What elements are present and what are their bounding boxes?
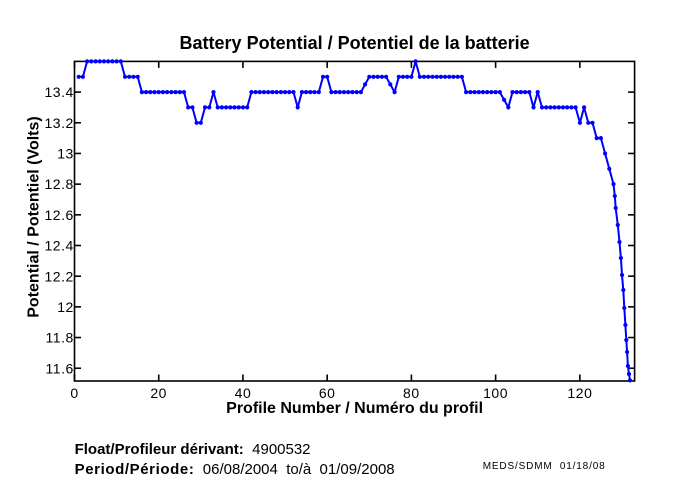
svg-text:40: 40: [235, 385, 252, 401]
svg-text:12.8: 12.8: [44, 176, 73, 192]
svg-text:13: 13: [57, 146, 74, 162]
svg-text:100: 100: [483, 385, 508, 401]
svg-text:20: 20: [150, 385, 167, 401]
svg-text:60: 60: [319, 385, 336, 401]
svg-text:11.8: 11.8: [45, 330, 73, 346]
svg-text:13.2: 13.2: [44, 115, 73, 131]
svg-text:11.6: 11.6: [45, 360, 73, 376]
svg-text:13.4: 13.4: [44, 84, 73, 100]
svg-text:Period/Période: 06/08/2004 t: Period/Période: 06/08/2004 to/à 01/09/20…: [75, 461, 395, 478]
svg-text:80: 80: [403, 385, 420, 401]
svg-text:MEDS/SDMM 01/18/08: MEDS/SDMM 01/18/08: [483, 461, 606, 472]
svg-text:Profile Number / Numéro du pro: Profile Number / Numéro du profil: [226, 400, 483, 417]
svg-text:12: 12: [57, 299, 74, 315]
svg-text:120: 120: [567, 385, 592, 401]
svg-text:12.4: 12.4: [44, 238, 73, 254]
svg-text:Battery Potential / Potentiel: Battery Potential / Potentiel de la batt…: [180, 33, 530, 53]
svg-text:12.2: 12.2: [44, 268, 73, 284]
svg-text:Potential / Potentiel (Volts): Potential / Potentiel (Volts): [26, 116, 43, 318]
svg-text:12.6: 12.6: [44, 207, 73, 223]
svg-text:Float/Profileur dérivant: 490: Float/Profileur dérivant: 4900532: [75, 441, 311, 458]
svg-text:0: 0: [70, 385, 78, 401]
